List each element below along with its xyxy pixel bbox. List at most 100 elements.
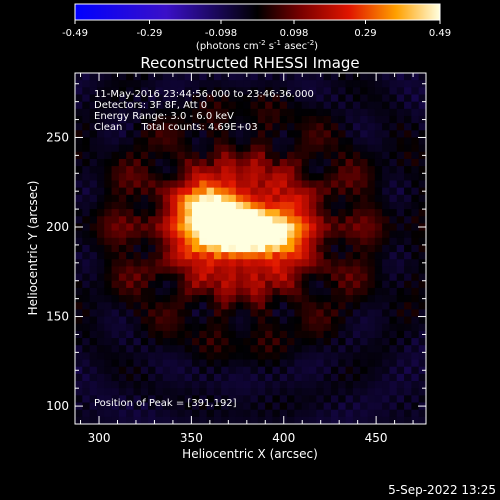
heatmap-cell: [111, 266, 120, 275]
heatmap-cell: [272, 252, 281, 260]
heatmap-cell: [228, 330, 237, 339]
heatmap-cell: [323, 244, 332, 253]
heatmap-cell: [382, 359, 391, 368]
heatmap-cell: [177, 266, 186, 275]
heatmap-cell: [316, 338, 325, 346]
heatmap-cell: [257, 244, 266, 253]
heatmap-cell: [89, 201, 98, 210]
heatmap-cell: [206, 137, 215, 146]
heatmap-cell: [287, 409, 295, 418]
heatmap-cell: [294, 108, 303, 117]
heatmap-cell: [374, 94, 383, 103]
heatmap-cell: [96, 244, 105, 253]
heatmap-cell: [338, 87, 347, 96]
heatmap-cell: [140, 158, 149, 167]
heatmap-cell: [323, 266, 332, 275]
heatmap-cell: [382, 115, 391, 124]
heatmap-cell: [360, 302, 369, 310]
heatmap-cell: [374, 144, 383, 153]
heatmap-cell: [148, 409, 157, 418]
heatmap-cell: [389, 115, 398, 124]
heatmap-cell: [111, 352, 120, 361]
heatmap-cell: [170, 373, 178, 382]
heatmap-cell: [111, 409, 120, 418]
heatmap-cell: [250, 223, 259, 232]
heatmap-cell: [316, 166, 325, 174]
heatmap-cell: [133, 237, 142, 246]
heatmap-cell: [82, 237, 91, 246]
heatmap-cell: [235, 352, 244, 361]
heatmap-cell: [155, 80, 164, 88]
heatmap-cell: [104, 366, 113, 375]
heatmap-cell: [309, 223, 317, 232]
heatmap-cell: [235, 144, 244, 153]
heatmap-cell: [396, 338, 405, 346]
heatmap-cell: [221, 273, 230, 282]
y-tick-label: 200: [46, 220, 69, 234]
heatmap-cell: [206, 201, 215, 210]
heatmap-cell: [118, 280, 127, 289]
heatmap-cell: [360, 73, 369, 81]
heatmap-cell: [126, 280, 135, 289]
heatmap-cell: [111, 216, 120, 225]
heatmap-cell: [345, 323, 354, 332]
heatmap-cell: [82, 173, 91, 182]
heatmap-cell: [243, 316, 252, 325]
heatmap-cell: [184, 130, 193, 139]
heatmap-cell: [316, 345, 325, 353]
heatmap-cell: [330, 381, 339, 389]
heatmap-cell: [221, 137, 230, 146]
heatmap-cell: [170, 144, 178, 153]
heatmap-cell: [199, 409, 208, 418]
heatmap-cell: [75, 244, 83, 253]
heatmap-cell: [243, 123, 252, 131]
heatmap-cell: [126, 201, 135, 210]
heatmap-cell: [96, 73, 105, 81]
heatmap-cell: [301, 366, 310, 375]
heatmap-cell: [228, 395, 237, 404]
heatmap-cell: [352, 338, 361, 346]
heatmap-cell: [382, 330, 391, 339]
heatmap-cell: [418, 94, 426, 103]
heatmap-cell: [272, 73, 281, 81]
heatmap-cell: [367, 166, 376, 174]
heatmap-cell: [155, 409, 164, 418]
heatmap-cell: [309, 309, 317, 318]
heatmap-cell: [192, 323, 200, 332]
heatmap-cell: [82, 302, 91, 310]
heatmap-cell: [272, 345, 281, 353]
heatmap-cell: [352, 287, 361, 296]
heatmap-cell: [367, 216, 376, 225]
heatmap-cell: [382, 345, 391, 353]
heatmap-cell: [82, 345, 91, 353]
heatmap-cell: [199, 101, 208, 110]
heatmap-cell: [111, 252, 120, 260]
heatmap-cell: [411, 352, 420, 361]
heatmap-cell: [243, 345, 252, 353]
heatmap-cell: [111, 94, 120, 103]
heatmap-cell: [221, 302, 230, 310]
heatmap-cell: [309, 373, 317, 382]
heatmap-cell: [382, 302, 391, 310]
heatmap-cell: [338, 316, 347, 325]
heatmap-cell: [243, 173, 252, 182]
heatmap-cell: [345, 137, 354, 146]
heatmap-cell: [118, 309, 127, 318]
heatmap-cell: [177, 209, 186, 217]
heatmap-cell: [133, 352, 142, 361]
heatmap-cell: [382, 123, 391, 131]
heatmap-cell: [389, 158, 398, 167]
heatmap-cell: [360, 366, 369, 375]
heatmap-cell: [96, 352, 105, 361]
heatmap-cell: [250, 108, 259, 117]
heatmap-cell: [228, 209, 237, 217]
heatmap-cell: [330, 180, 339, 189]
heatmap-cell: [177, 94, 186, 103]
heatmap-cell: [89, 259, 98, 268]
heatmap-cell: [287, 287, 295, 296]
heatmap-cell: [382, 144, 391, 153]
heatmap-cell: [140, 302, 149, 310]
heatmap-cell: [279, 194, 288, 203]
heatmap-cell: [155, 381, 164, 389]
heatmap-cell: [418, 87, 426, 96]
